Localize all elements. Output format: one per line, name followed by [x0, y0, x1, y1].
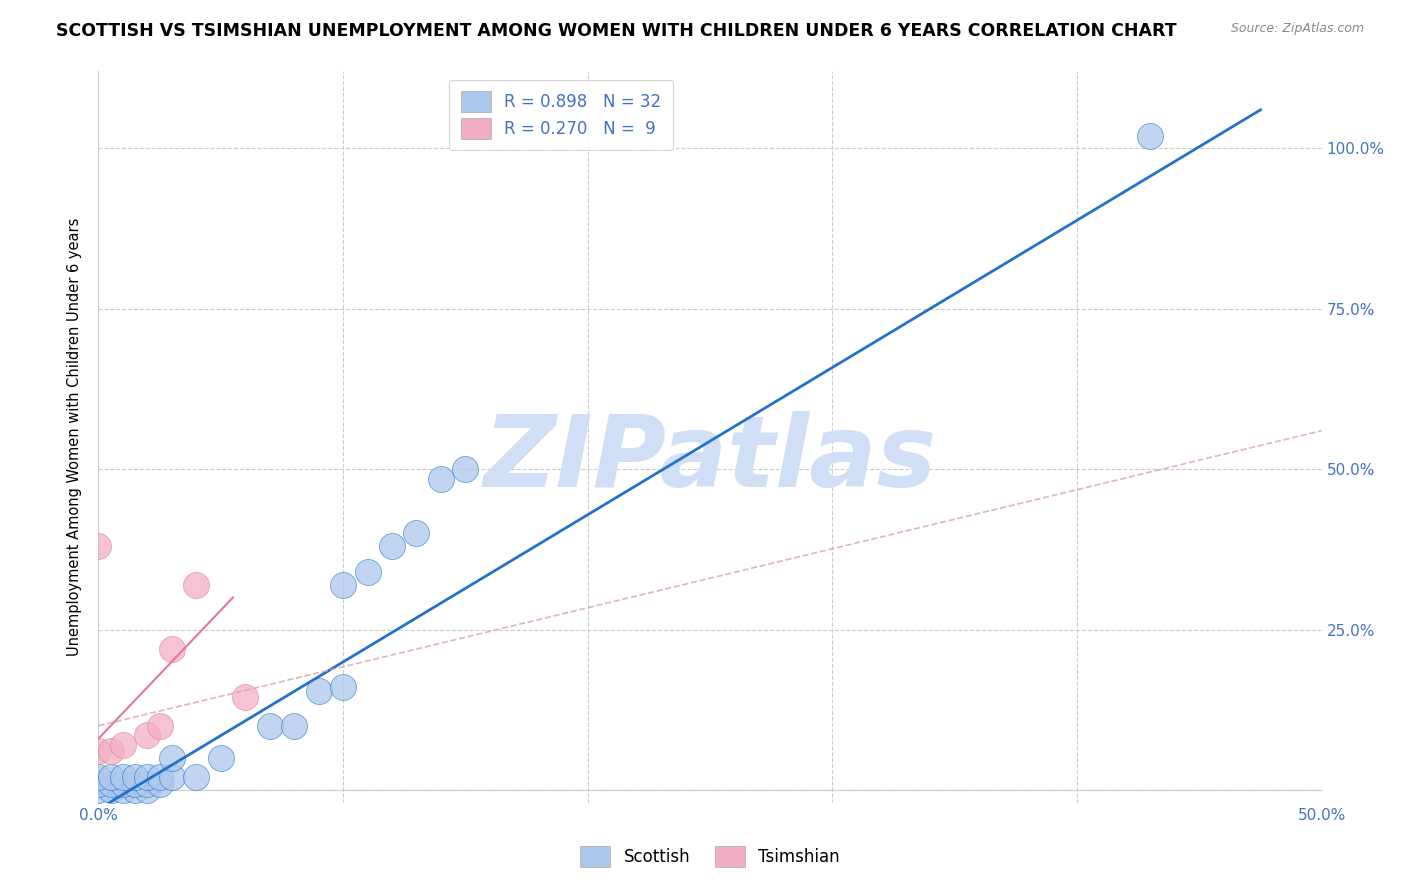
Point	[100, 770, 122, 784]
Point	[186, 770, 208, 784]
Point	[100, 783, 122, 797]
Point	[124, 783, 146, 797]
Point	[124, 770, 146, 784]
Point	[186, 577, 208, 591]
Point	[283, 719, 305, 733]
Point	[124, 776, 146, 790]
Point	[160, 751, 183, 765]
Point	[209, 751, 232, 765]
Point	[87, 539, 110, 553]
Point	[100, 776, 122, 790]
Point	[149, 776, 172, 790]
Legend: Scottish, Tsimshian: Scottish, Tsimshian	[572, 838, 848, 875]
Point	[149, 719, 172, 733]
Point	[87, 770, 110, 784]
Point	[356, 565, 378, 579]
Point	[430, 472, 453, 486]
Y-axis label: Unemployment Among Women with Children Under 6 years: Unemployment Among Women with Children U…	[67, 218, 83, 657]
Point	[100, 744, 122, 758]
Point	[454, 462, 477, 476]
Point	[160, 770, 183, 784]
Point	[136, 783, 159, 797]
Point	[332, 681, 354, 695]
Point	[111, 738, 134, 752]
Point	[233, 690, 256, 704]
Text: Source: ZipAtlas.com: Source: ZipAtlas.com	[1230, 22, 1364, 36]
Text: ZIPatlas: ZIPatlas	[484, 410, 936, 508]
Point	[136, 770, 159, 784]
Point	[111, 770, 134, 784]
Point	[149, 770, 172, 784]
Point	[136, 728, 159, 742]
Point	[160, 641, 183, 656]
Point	[87, 776, 110, 790]
Point	[136, 776, 159, 790]
Point	[111, 783, 134, 797]
Point	[405, 526, 427, 541]
Point	[259, 719, 281, 733]
Point	[308, 683, 330, 698]
Text: SCOTTISH VS TSIMSHIAN UNEMPLOYMENT AMONG WOMEN WITH CHILDREN UNDER 6 YEARS CORRE: SCOTTISH VS TSIMSHIAN UNEMPLOYMENT AMONG…	[56, 22, 1177, 40]
Point	[111, 776, 134, 790]
Point	[87, 783, 110, 797]
Point	[87, 744, 110, 758]
Point	[1139, 128, 1161, 143]
Point	[332, 577, 354, 591]
Point	[381, 539, 404, 553]
